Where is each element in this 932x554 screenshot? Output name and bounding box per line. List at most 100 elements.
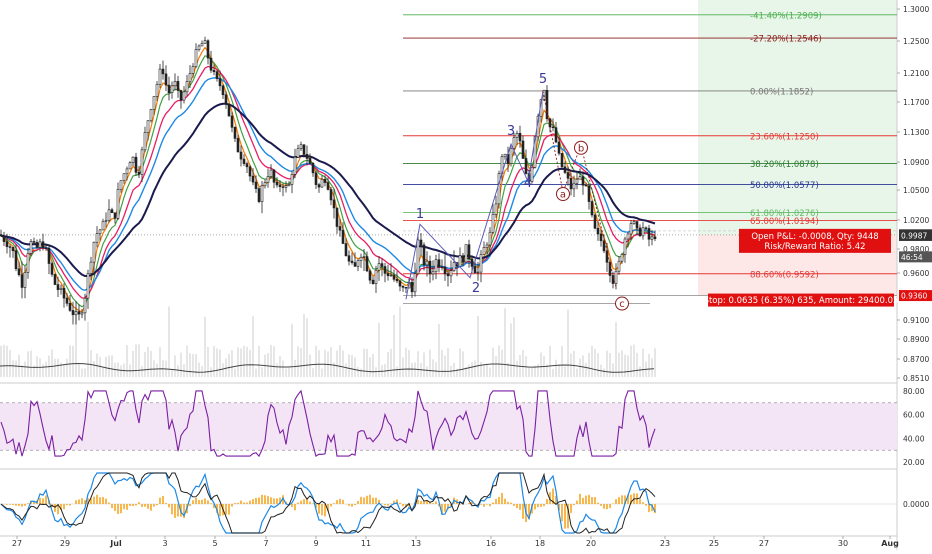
volume-bar [330, 347, 332, 377]
macd-histogram-bar [231, 504, 233, 507]
candle-body [57, 285, 59, 290]
candle-body [339, 227, 341, 231]
macd-histogram-bar [210, 503, 212, 504]
candle-body [561, 153, 563, 166]
macd-histogram-bar [480, 504, 482, 505]
candle-body [255, 182, 257, 189]
macd-histogram-bar [291, 504, 293, 507]
macd-histogram-bar [264, 495, 266, 504]
candle-body [621, 254, 623, 261]
volume-bar [27, 351, 29, 377]
candle-body [243, 159, 245, 164]
time-axis-tick-label: 27 [759, 539, 769, 548]
volume-bar [387, 352, 389, 377]
macd-histogram-bar [12, 504, 14, 505]
candle-body [636, 222, 638, 228]
macd-histogram-bar [234, 503, 236, 504]
candle-body [222, 86, 224, 95]
candle-body [6, 242, 8, 247]
volume-bar [354, 357, 356, 377]
wave-label-2: 2 [472, 281, 480, 296]
macd-histogram-bar [147, 504, 149, 509]
volume-bar [540, 352, 542, 377]
candle-body [390, 275, 392, 276]
volume-bar [159, 347, 161, 377]
volume-bar [45, 362, 47, 377]
macd-histogram-bar [78, 499, 80, 504]
volume-bar [513, 317, 515, 377]
candle-body [576, 179, 578, 183]
volume-bar [360, 369, 362, 377]
macd-histogram-bar [294, 504, 296, 510]
volume-bar [252, 316, 254, 377]
macd-histogram-bar [492, 503, 494, 504]
volume-bar [6, 346, 8, 377]
candle-body [264, 183, 266, 186]
price-axis-tick-label: 1.0900 [903, 158, 929, 167]
candle-body [318, 185, 320, 187]
volume-bar [576, 369, 578, 377]
candle-body [453, 262, 455, 270]
candle-body [450, 271, 452, 276]
fib-level-label: 23.60%(1.1250) [750, 132, 819, 142]
volume-bar [618, 353, 620, 377]
volume-bar [42, 364, 44, 377]
candle-body [165, 74, 167, 85]
volume-bar [462, 351, 464, 377]
volume-bar [345, 364, 347, 377]
candle-body [93, 242, 95, 262]
candle-body [651, 237, 653, 239]
volume-bar [516, 361, 518, 377]
volume-bar [297, 346, 299, 377]
time-axis-tick-label: 9 [313, 539, 318, 548]
macd-histogram-bar [105, 499, 107, 504]
volume-bar [303, 314, 305, 377]
volume-bar [648, 354, 650, 377]
candle-body [483, 248, 485, 255]
macd-histogram-bar [261, 495, 263, 504]
time-axis-tick-label: 30 [838, 539, 848, 548]
volume-bar [528, 366, 530, 377]
macd-histogram-bar [108, 503, 110, 504]
volume-bar [579, 359, 581, 377]
candle-body [96, 234, 98, 243]
price-axis-tick-label: 0.8700 [903, 355, 929, 364]
candle-body [477, 272, 479, 273]
macd-histogram-bar [171, 504, 173, 514]
volume-bar [630, 346, 632, 377]
volume-bar [483, 365, 485, 377]
price-axis-tick-label: 1.1300 [903, 128, 929, 137]
macd-histogram-bar [153, 504, 155, 507]
macd-histogram-bar [540, 504, 542, 507]
candle-body [327, 183, 329, 190]
volume-bar [501, 350, 503, 377]
volume-bar [408, 350, 410, 377]
fib-level-label: -41.40%(1.2909) [750, 11, 822, 21]
risk-reward-text: Risk/Reward Ratio: 5.42 [764, 242, 865, 252]
macd-histogram-bar [204, 498, 206, 504]
macd-histogram-bar [24, 504, 26, 506]
candle-body [444, 267, 446, 274]
candle-body [441, 267, 443, 268]
volume-bar [177, 365, 179, 377]
candle-body [414, 274, 416, 292]
candle-body [633, 222, 635, 224]
volume-bar [156, 363, 158, 377]
volume-bar [429, 350, 431, 377]
candle-body [558, 142, 560, 153]
macd-histogram-bar [621, 495, 623, 504]
candle-body [582, 177, 584, 186]
rsi-axis-tick-label: 80.00 [903, 387, 925, 396]
macd-histogram-bar [597, 503, 599, 504]
candle-body [387, 273, 389, 275]
macd-histogram-bar [591, 497, 593, 504]
volume-bar [0, 346, 2, 377]
time-axis-tick-label: 25 [709, 539, 719, 548]
volume-bar [624, 355, 626, 377]
macd-histogram-bar [501, 493, 503, 504]
volume-bar [255, 369, 257, 377]
candle-body [282, 187, 284, 188]
candle-body [78, 312, 80, 314]
time-axis-tick-label: 27 [12, 539, 22, 548]
